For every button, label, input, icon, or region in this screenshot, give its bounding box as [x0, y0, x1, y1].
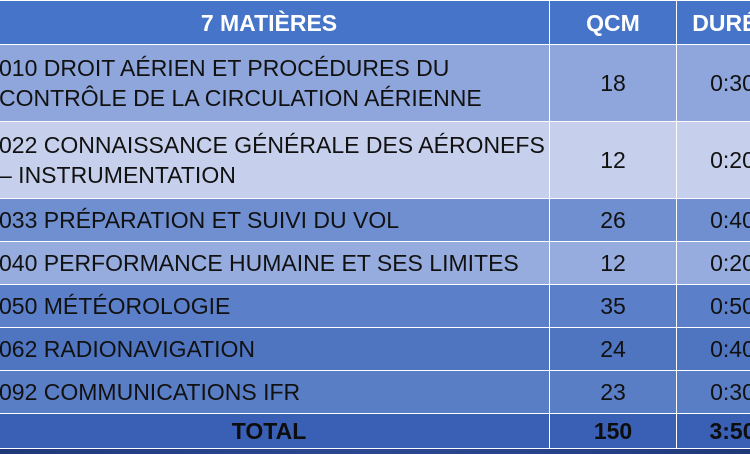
duration-cell: 0:20 — [676, 241, 750, 285]
total-qcm: 150 — [549, 413, 677, 449]
duration-cell: 0:20 — [676, 121, 750, 199]
duration-cell: 0:30 — [676, 44, 750, 122]
subject-cell: 062 RADIONAVIGATION — [0, 327, 550, 371]
qcm-cell: 18 — [549, 44, 677, 122]
table-row: 033 PRÉPARATION ET SUIVI DU VOL 26 0:40 — [0, 198, 750, 242]
table-row: 050 MÉTÉOROLOGIE 35 0:50 — [0, 284, 750, 328]
total-label: TOTAL — [0, 413, 550, 449]
total-duration: 3:50 — [676, 413, 750, 449]
qcm-cell: 26 — [549, 198, 677, 242]
header-duration: DURÉE — [676, 0, 750, 45]
table-row: 040 PERFORMANCE HUMAINE ET SES LIMITES 1… — [0, 241, 750, 285]
duration-cell: 0:30 — [676, 370, 750, 414]
total-row: TOTAL 150 3:50 — [0, 413, 750, 449]
qcm-cell: 12 — [549, 241, 677, 285]
duration-cell: 0:50 — [676, 284, 750, 328]
table-row: 062 RADIONAVIGATION 24 0:40 — [0, 327, 750, 371]
qcm-cell: 12 — [549, 121, 677, 199]
qcm-cell: 24 — [549, 327, 677, 371]
header-row: 7 MATIÈRES QCM DURÉE — [0, 0, 750, 45]
subject-cell: 022 CONNAISSANCE GÉNÉRALE DES AÉRONEFS –… — [0, 121, 550, 199]
table-row: 022 CONNAISSANCE GÉNÉRALE DES AÉRONEFS –… — [0, 121, 750, 199]
qcm-cell: 35 — [549, 284, 677, 328]
subject-cell: 010 DROIT AÉRIEN ET PROCÉDURES DU CONTRÔ… — [0, 44, 550, 122]
table-row: 092 COMMUNICATIONS IFR 23 0:30 — [0, 370, 750, 414]
subject-cell: 050 MÉTÉOROLOGIE — [0, 284, 550, 328]
header-qcm: QCM — [549, 0, 677, 45]
duration-cell: 0:40 — [676, 327, 750, 371]
header-subjects: 7 MATIÈRES — [0, 0, 550, 45]
subject-cell: 033 PRÉPARATION ET SUIVI DU VOL — [0, 198, 550, 242]
subject-cell: 092 COMMUNICATIONS IFR — [0, 370, 550, 414]
subject-cell: 040 PERFORMANCE HUMAINE ET SES LIMITES — [0, 241, 550, 285]
qcm-cell: 23 — [549, 370, 677, 414]
table-row: 010 DROIT AÉRIEN ET PROCÉDURES DU CONTRÔ… — [0, 44, 750, 122]
duration-cell: 0:40 — [676, 198, 750, 242]
